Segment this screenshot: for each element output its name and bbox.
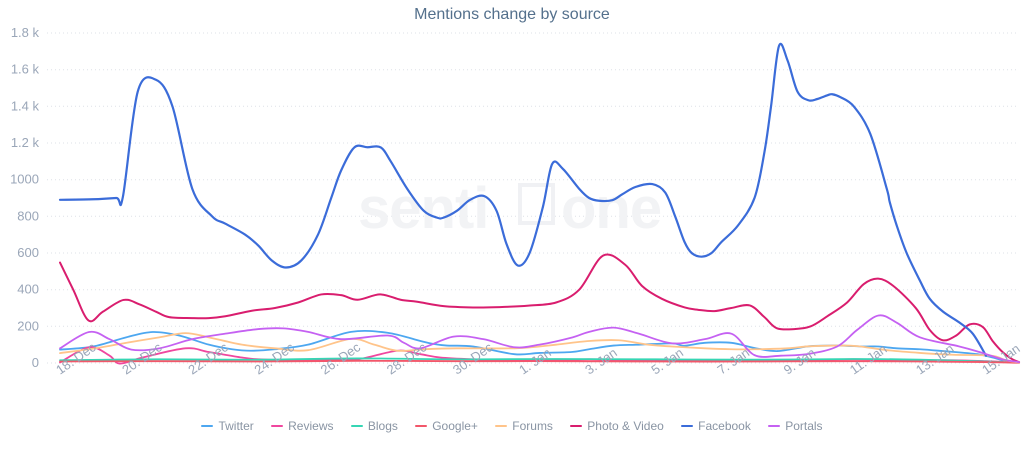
- svg-text:200: 200: [17, 318, 39, 333]
- svg-text:1.8 k: 1.8 k: [11, 25, 40, 40]
- svg-text:0: 0: [32, 355, 39, 370]
- svg-text:senti: senti: [358, 176, 488, 241]
- svg-text:1000: 1000: [10, 172, 39, 187]
- svg-text:24. Dec: 24. Dec: [252, 339, 298, 377]
- svg-text:600: 600: [17, 245, 39, 260]
- svg-text:1.2 k: 1.2 k: [11, 135, 40, 150]
- svg-text:1.6 k: 1.6 k: [11, 62, 40, 77]
- svg-text:800: 800: [17, 208, 39, 223]
- svg-text:15. Jan: 15. Jan: [979, 341, 1023, 378]
- svg-text:1.4 k: 1.4 k: [11, 98, 40, 113]
- svg-text:20. Dec: 20. Dec: [119, 339, 165, 377]
- svg-text:18. Dec: 18. Dec: [53, 339, 99, 377]
- svg-text:400: 400: [17, 282, 39, 297]
